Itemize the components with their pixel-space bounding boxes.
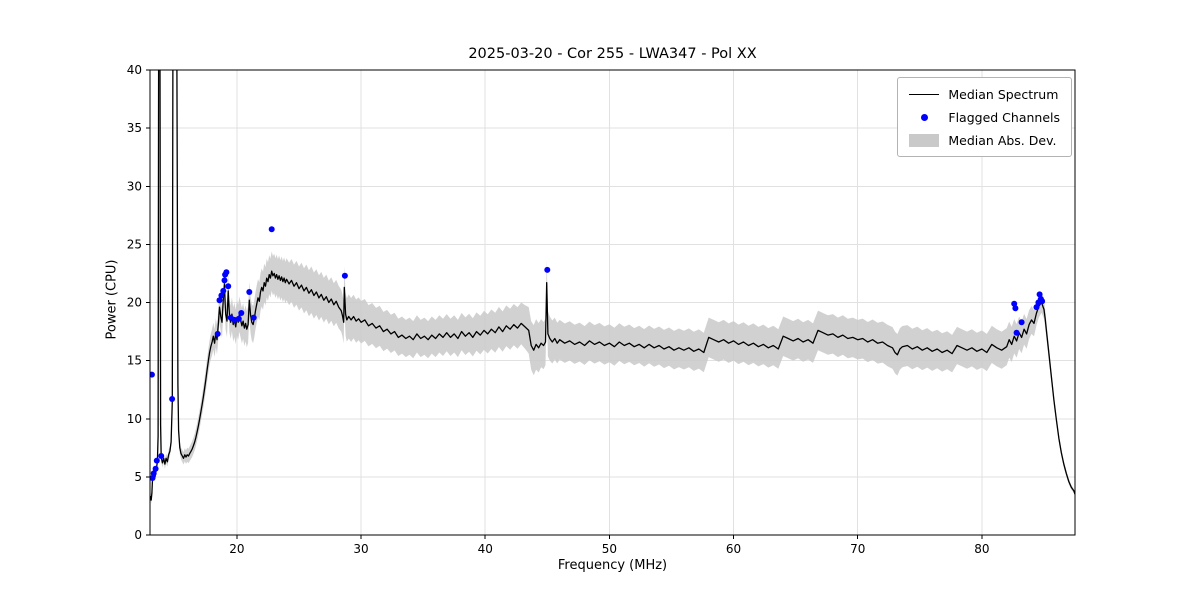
- y-tick-label: 15: [127, 354, 142, 368]
- flagged-channels-dot-swatch: [909, 110, 939, 124]
- flagged-channel-dot: [218, 292, 225, 299]
- flagged-channel-dot: [214, 330, 221, 337]
- y-tick-label: 25: [127, 237, 142, 251]
- x-tick-label: 60: [726, 542, 741, 556]
- median-spectrum-line-swatch: [909, 87, 940, 101]
- median-spectrum-line: [150, 70, 1075, 501]
- x-tick-label: 80: [974, 542, 989, 556]
- flagged-channel-dot: [341, 272, 348, 279]
- flagged-channel-dot: [250, 314, 257, 321]
- flagged-channel-dot: [150, 470, 157, 477]
- y-tick-label: 35: [127, 121, 142, 135]
- flagged-channel-dot: [544, 266, 551, 273]
- flagged-channel-dot: [235, 315, 242, 322]
- flagged-channel-dot: [153, 457, 160, 464]
- legend-label-median-spectrum: Median Spectrum: [948, 86, 1059, 102]
- mad-band: [150, 70, 1075, 504]
- flagged-channel-dot: [220, 287, 227, 294]
- y-tick-label: 10: [127, 412, 142, 426]
- median-abs-dev-patch-swatch: [909, 133, 940, 147]
- flagged-channel-dot: [150, 371, 155, 378]
- flagged-channel-dot: [1011, 300, 1018, 307]
- axis-ticks: 20 30 40 50 60 70 80 0 5 10 15 20 25 30 35 40: [127, 63, 990, 556]
- flagged-channel-dot: [1012, 305, 1019, 312]
- legend: Median Spectrum Flagged Channels Median …: [897, 77, 1072, 157]
- flagged-channel-dot: [246, 289, 253, 295]
- legend-item-median-spectrum: Median Spectrum: [909, 85, 1060, 103]
- y-tick-label: 5: [134, 470, 142, 484]
- flagged-channel-dot: [158, 453, 165, 459]
- legend-label-median-abs-dev: Median Abs. Dev.: [948, 132, 1057, 148]
- x-tick-label: 70: [850, 542, 865, 556]
- y-tick-label: 20: [127, 296, 142, 310]
- flagged-channels: [150, 226, 1046, 481]
- flagged-channel-dot: [1036, 291, 1043, 298]
- plot-title: 2025-03-20 - Cor 255 - LWA347 - Pol XX: [468, 46, 757, 62]
- x-tick-label: 30: [353, 542, 368, 556]
- x-axis-label: Frequency (MHz): [557, 558, 668, 573]
- flagged-channel-dot: [1018, 319, 1025, 326]
- flagged-channel-dot: [1033, 304, 1040, 311]
- x-tick-label: 50: [602, 542, 617, 556]
- y-tick-label: 0: [134, 528, 142, 542]
- flagged-channel-dot: [1039, 298, 1046, 305]
- flagged-channel-dot: [169, 396, 176, 402]
- flagged-channel-dot: [216, 297, 223, 304]
- x-tick-label: 20: [229, 542, 244, 556]
- flagged-channel-dot: [268, 226, 275, 233]
- y-tick-label: 40: [127, 63, 142, 77]
- legend-label-flagged-channels: Flagged Channels: [948, 109, 1060, 125]
- y-tick-label: 30: [127, 179, 142, 193]
- legend-item-flagged-channels: Flagged Channels: [909, 108, 1060, 126]
- flagged-channel-dot: [225, 283, 232, 290]
- y-axis-label: Power (CPU): [104, 259, 120, 340]
- flagged-channel-dot: [238, 310, 245, 316]
- x-tick-label: 40: [478, 542, 493, 556]
- flagged-channel-dot: [223, 269, 230, 276]
- legend-item-median-abs-dev: Median Abs. Dev.: [909, 131, 1060, 149]
- flagged-channel-dot: [152, 465, 159, 472]
- flagged-channel-dot: [1013, 329, 1020, 336]
- flagged-channel-dot: [221, 277, 228, 284]
- flagged-channel-dot: [150, 475, 156, 481]
